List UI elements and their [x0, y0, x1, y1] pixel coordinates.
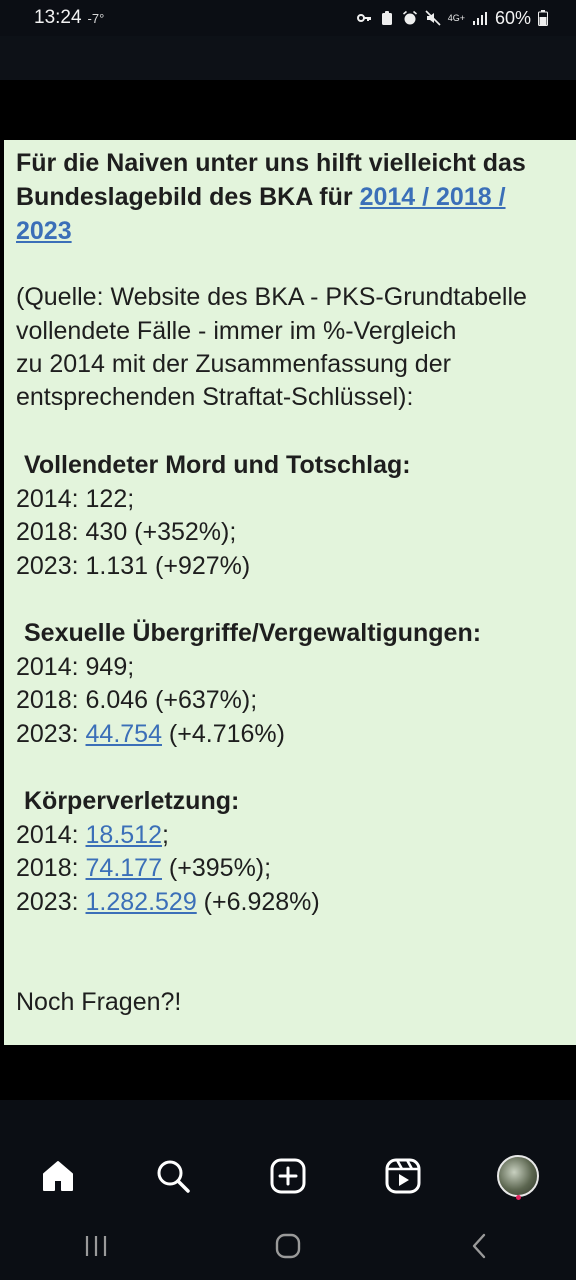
- spacer-band-bottom: [0, 1046, 576, 1100]
- sys-back[interactable]: [450, 1216, 510, 1276]
- murder-2014: 2014: 122;: [16, 485, 135, 513]
- assault-2023-link[interactable]: 1.282.529: [85, 888, 197, 916]
- assault-2014-end: ;: [161, 821, 169, 849]
- status-time: 13:24: [34, 7, 82, 28]
- post-image: Für die Naiven unter uns hilft vielleich…: [4, 140, 576, 1045]
- closing-text: Noch Fragen?!: [16, 988, 182, 1016]
- assault-2023: 2023: 1.282.529 (+6.928%): [16, 885, 320, 919]
- sys-recent-apps[interactable]: [66, 1216, 126, 1276]
- source-line-1: (Quelle: Website des BKA - PKS-Grundtabe…: [16, 283, 527, 311]
- assault-2018-link[interactable]: 74.177: [85, 854, 162, 882]
- intro-line-3: 2023: [16, 214, 72, 248]
- sys-home[interactable]: [258, 1216, 318, 1276]
- nav-home[interactable]: [28, 1146, 88, 1206]
- sexual-2018: 2018: 6.046 (+637%);: [16, 686, 258, 714]
- assault-2014-link[interactable]: 18.512: [85, 821, 162, 849]
- create-post-icon: [270, 1158, 306, 1194]
- spacer-band: [0, 80, 576, 140]
- assault-2018-change: (+395%);: [161, 854, 272, 882]
- sexual-2014: 2014: 949;: [16, 653, 135, 681]
- sexual-2023-link[interactable]: 44.754: [85, 720, 162, 748]
- profile-avatar: [497, 1155, 540, 1197]
- nav-top-band: [0, 1100, 576, 1140]
- source-line-4: entsprechenden Straftat-Schlüssel):: [16, 383, 414, 411]
- reels-icon: [385, 1158, 421, 1194]
- murder-2023: 2023: 1.131 (+927%): [16, 552, 251, 580]
- section-sexual-heading: Sexuelle Übergriffe/Vergewaltigungen:: [24, 619, 482, 647]
- source-line-2: vollendete Fälle - immer im %-Vergleich: [16, 317, 457, 345]
- clipboard-icon: [381, 11, 392, 25]
- app-header-band: [0, 36, 576, 80]
- system-navigation: [0, 1212, 576, 1280]
- network-type: 4G+: [447, 13, 465, 23]
- intro-line-2-text: Bundeslagebild des BKA für: [16, 183, 360, 211]
- intro-line-1: Für die Naiven unter uns hilft vielleich…: [16, 149, 526, 177]
- sexual-2023: 2023: 44.754 (+4.716%): [16, 717, 285, 751]
- status-bar: 13:24 -7° 4G+ 60%: [0, 0, 576, 36]
- section-murder-heading: Vollendeter Mord und Totschlag:: [24, 451, 411, 479]
- murder-2018: 2018: 430 (+352%);: [16, 518, 237, 546]
- battery-icon: [538, 10, 548, 26]
- nav-search[interactable]: [143, 1146, 203, 1206]
- assault-2023-change: (+6.928%): [196, 888, 320, 916]
- bottom-navigation: [0, 1140, 576, 1212]
- sexual-2023-year: 2023:: [16, 720, 86, 748]
- assault-2014-year: 2014:: [16, 821, 86, 849]
- recent-apps-icon: [85, 1236, 107, 1256]
- assault-2018-year: 2018:: [16, 854, 86, 882]
- nav-profile[interactable]: [488, 1146, 548, 1206]
- assault-2018: 2018: 74.177 (+395%);: [16, 851, 271, 885]
- back-icon: [472, 1233, 486, 1259]
- intro-line-2: Bundeslagebild des BKA für 2014 / 2018 /: [16, 180, 506, 214]
- alarm-icon: [402, 10, 417, 25]
- nav-create-post[interactable]: [258, 1146, 318, 1206]
- assault-2014: 2014: 18.512;: [16, 818, 169, 852]
- search-icon: [157, 1160, 190, 1193]
- home-circle-icon: [275, 1233, 301, 1259]
- nav-reels[interactable]: [373, 1146, 433, 1206]
- intro-link-2023[interactable]: 2023: [16, 217, 72, 245]
- battery-percent: 60%: [494, 7, 531, 28]
- signal-icon: [472, 12, 487, 25]
- section-assault-heading: Körperverletzung:: [24, 787, 240, 815]
- sexual-2023-change: (+4.716%): [161, 720, 285, 748]
- notification-dot: [516, 1195, 522, 1200]
- intro-link-years[interactable]: 2014 / 2018 /: [359, 183, 506, 211]
- assault-2023-year: 2023:: [16, 888, 86, 916]
- vpn-key-icon: [356, 14, 371, 22]
- source-line-3: zu 2014 mit der Zusammenfassung der: [16, 350, 451, 378]
- mute-icon: [425, 10, 441, 26]
- home-icon: [42, 1161, 73, 1191]
- status-temperature: -7°: [87, 11, 105, 26]
